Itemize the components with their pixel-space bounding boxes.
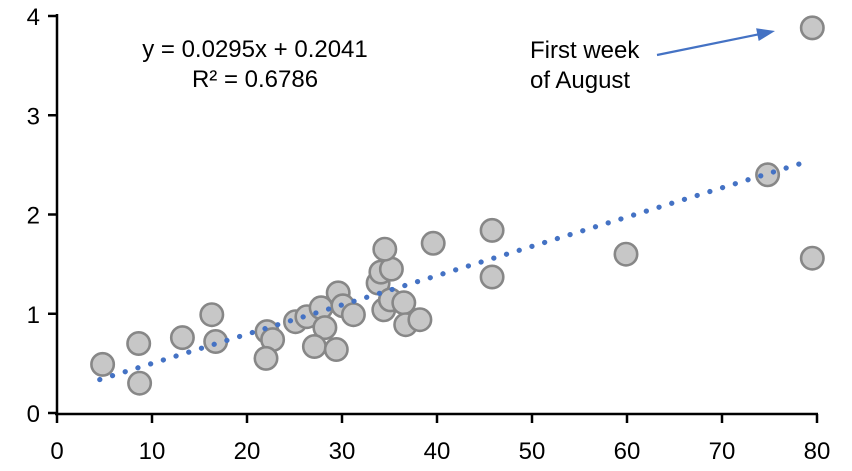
data-points — [90, 15, 825, 396]
data-point — [420, 230, 446, 256]
trendline — [97, 158, 811, 383]
data-point — [126, 330, 152, 356]
data-point — [169, 325, 195, 351]
trendline-dotted — [97, 158, 811, 383]
data-point — [799, 245, 825, 271]
x-tick-label: 20 — [234, 438, 261, 465]
data-point — [372, 236, 398, 262]
y-tick-label: 3 — [27, 103, 40, 130]
data-point — [755, 162, 781, 188]
arrow-shaft — [656, 33, 760, 57]
x-tick-label: 70 — [709, 438, 736, 465]
y-tick-label: 0 — [27, 401, 40, 428]
trendline-equation-label: y = 0.0295x + 0.2041 — [142, 36, 368, 63]
x-tick-label: 40 — [424, 438, 451, 465]
data-point — [253, 345, 279, 371]
data-point — [90, 351, 116, 377]
x-axis-ticks: 0 10 20 30 40 50 60 70 80 — [50, 414, 830, 465]
y-tick-label: 1 — [27, 302, 40, 329]
x-tick-label: 0 — [50, 438, 63, 465]
data-point — [479, 217, 505, 243]
data-point — [479, 264, 505, 290]
y-axis-ticks: 0 1 2 3 4 — [27, 4, 57, 428]
data-point — [323, 336, 349, 362]
data-point — [312, 315, 338, 341]
x-tick-label: 10 — [139, 438, 166, 465]
data-point — [301, 333, 327, 359]
y-tick-label: 4 — [27, 4, 40, 31]
annotation-arrow — [656, 28, 775, 57]
axes — [55, 14, 818, 416]
data-point — [340, 302, 366, 328]
x-tick-label: 50 — [519, 438, 546, 465]
arrow-head — [756, 28, 775, 41]
data-point — [407, 307, 433, 333]
y-tick-label: 2 — [27, 203, 40, 230]
x-tick-label: 30 — [329, 438, 356, 465]
data-point — [613, 241, 639, 267]
annotation-text-line1: First week — [530, 37, 640, 64]
data-point — [127, 370, 153, 396]
x-tick-label: 60 — [614, 438, 641, 465]
r-squared-label: R² = 0.6786 — [192, 66, 318, 93]
data-point — [203, 328, 229, 354]
x-tick-label: 80 — [804, 438, 831, 465]
data-point — [799, 15, 825, 41]
data-point — [199, 302, 225, 328]
annotation-text-line2: of August — [530, 67, 630, 94]
